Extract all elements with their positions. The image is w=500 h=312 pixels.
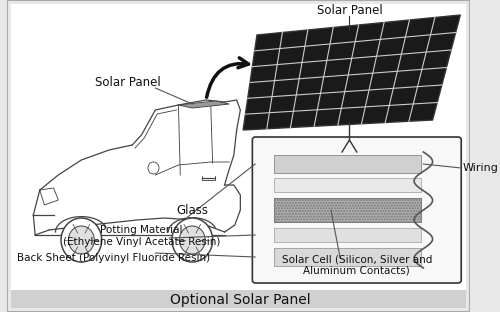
Text: Optional Solar Panel: Optional Solar Panel <box>170 293 310 307</box>
Text: Back Sheet (Polyvinyl Fluoride Resin): Back Sheet (Polyvinyl Fluoride Resin) <box>17 253 210 263</box>
FancyBboxPatch shape <box>11 4 466 294</box>
Circle shape <box>180 226 205 254</box>
Bar <box>274 198 422 222</box>
Circle shape <box>148 162 159 174</box>
FancyBboxPatch shape <box>11 290 466 308</box>
FancyBboxPatch shape <box>8 0 469 312</box>
Text: Solar Panel: Solar Panel <box>316 3 382 17</box>
Bar <box>274 248 422 266</box>
Text: Solar Panel: Solar Panel <box>94 76 160 89</box>
Circle shape <box>68 226 94 254</box>
Text: Solar Cell (Silicon, Silver and
Aluminum Contacts): Solar Cell (Silicon, Silver and Aluminum… <box>282 254 432 276</box>
Text: Potting Material
(Ethylene Vinyl Acetate Resin): Potting Material (Ethylene Vinyl Acetate… <box>63 225 220 247</box>
Polygon shape <box>243 15 460 130</box>
Bar <box>274 178 422 192</box>
FancyBboxPatch shape <box>252 137 461 283</box>
Circle shape <box>172 218 212 262</box>
Bar <box>274 228 422 242</box>
FancyArrowPatch shape <box>206 58 248 97</box>
Text: Glass: Glass <box>176 203 208 217</box>
Polygon shape <box>178 101 230 108</box>
Text: Wiring: Wiring <box>463 163 499 173</box>
Bar <box>274 198 422 222</box>
Circle shape <box>61 218 102 262</box>
Bar <box>274 155 422 173</box>
